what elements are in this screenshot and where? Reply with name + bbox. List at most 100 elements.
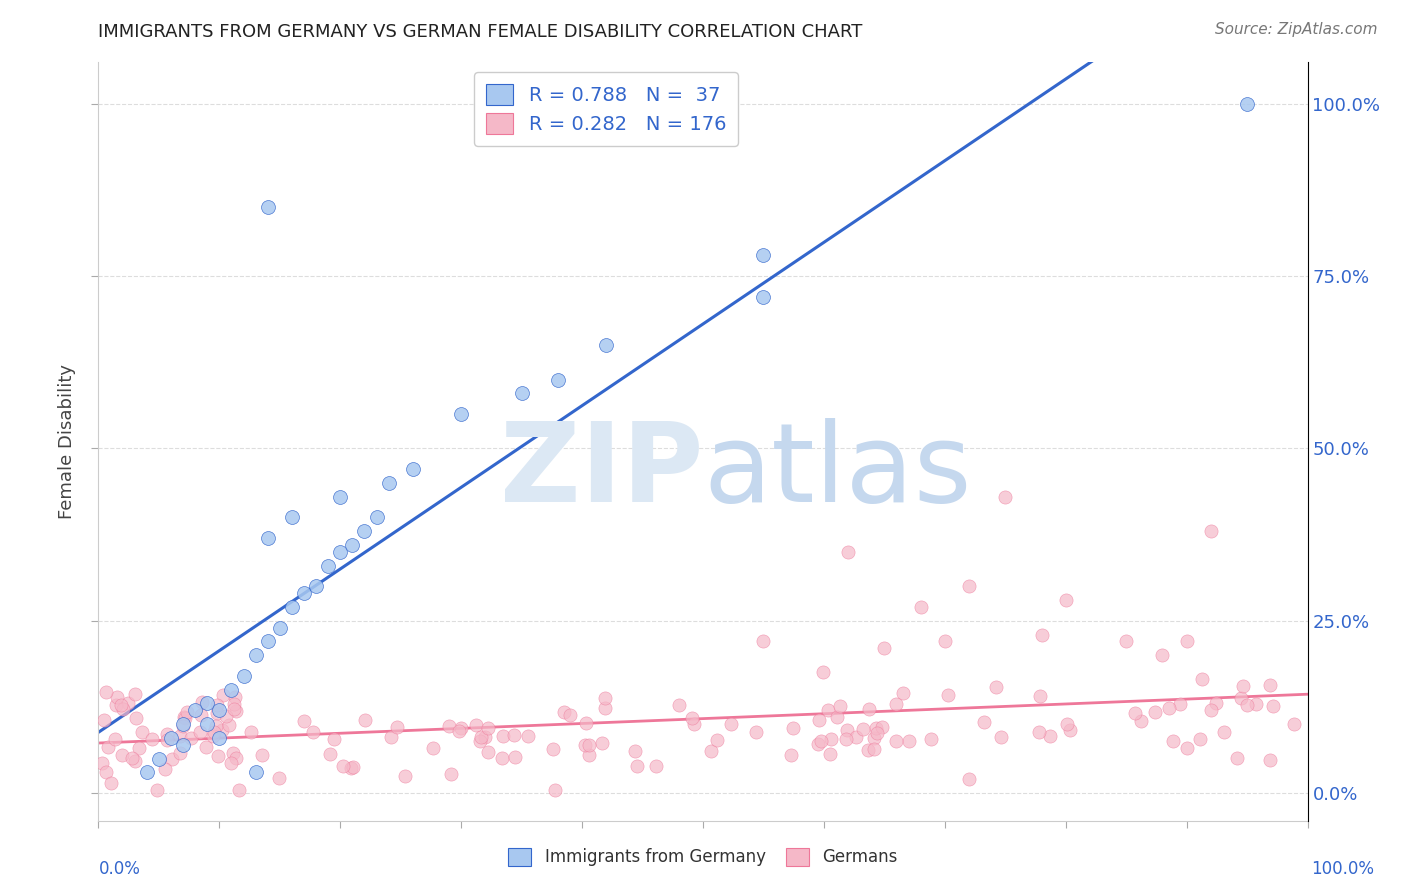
Point	[837, 723, 859, 737]
Point	[269, 621, 291, 635]
Point	[1261, 699, 1284, 714]
Point	[222, 701, 245, 715]
Point	[148, 751, 170, 765]
Point	[626, 758, 648, 772]
Point	[720, 717, 742, 731]
Point	[957, 772, 980, 787]
Point	[1054, 593, 1077, 607]
Point	[1039, 729, 1062, 743]
Point	[934, 634, 956, 648]
Point	[957, 579, 980, 593]
Point	[184, 703, 207, 717]
Point	[96, 685, 118, 699]
Point	[897, 733, 920, 747]
Point	[990, 730, 1012, 744]
Point	[544, 782, 567, 797]
Point	[169, 746, 191, 760]
Point	[195, 740, 218, 755]
Point	[110, 698, 132, 712]
Text: atlas: atlas	[703, 418, 972, 525]
Point	[863, 742, 886, 756]
Point	[281, 510, 304, 524]
Point	[1028, 725, 1050, 739]
Point	[342, 760, 364, 774]
Point	[593, 690, 616, 705]
Point	[541, 742, 564, 756]
Point	[574, 715, 596, 730]
Point	[380, 730, 402, 744]
Point	[560, 708, 582, 723]
Point	[477, 721, 499, 735]
Point	[256, 531, 278, 545]
Point	[135, 765, 157, 780]
Point	[595, 338, 617, 352]
Point	[366, 510, 388, 524]
Point	[837, 545, 859, 559]
Point	[354, 714, 377, 728]
Point	[1258, 678, 1281, 692]
Point	[870, 720, 893, 734]
Point	[807, 713, 830, 727]
Point	[818, 747, 841, 761]
Point	[342, 538, 364, 552]
Point	[172, 719, 194, 733]
Point	[292, 586, 315, 600]
Point	[225, 750, 247, 764]
Point	[1199, 703, 1222, 717]
Point	[752, 634, 775, 648]
Point	[232, 669, 254, 683]
Point	[211, 723, 233, 738]
Point	[517, 729, 540, 743]
Point	[124, 754, 146, 768]
Point	[873, 641, 896, 656]
Point	[172, 717, 194, 731]
Text: Source: ZipAtlas.com: Source: ZipAtlas.com	[1215, 22, 1378, 37]
Point	[820, 732, 842, 747]
Point	[835, 731, 858, 746]
Point	[502, 727, 524, 741]
Point	[1189, 731, 1212, 746]
Point	[422, 741, 444, 756]
Point	[207, 749, 229, 764]
Point	[1226, 751, 1249, 765]
Point	[1236, 698, 1258, 713]
Point	[160, 752, 183, 766]
Point	[645, 758, 668, 772]
Point	[1056, 717, 1078, 731]
Point	[160, 731, 183, 745]
Point	[825, 709, 848, 723]
Point	[394, 769, 416, 783]
Point	[190, 707, 212, 722]
Point	[94, 765, 117, 780]
Point	[1244, 698, 1267, 712]
Point	[174, 711, 197, 725]
Point	[852, 722, 875, 736]
Point	[450, 721, 472, 735]
Point	[221, 682, 243, 697]
Point	[339, 761, 361, 775]
Point	[191, 695, 214, 709]
Point	[205, 706, 228, 720]
Point	[1115, 634, 1137, 648]
Text: 0.0%: 0.0%	[98, 860, 141, 878]
Point	[984, 680, 1007, 694]
Point	[491, 751, 513, 765]
Point	[745, 725, 768, 739]
Point	[1059, 723, 1081, 738]
Point	[593, 700, 616, 714]
Point	[202, 725, 225, 739]
Point	[93, 713, 115, 727]
Point	[884, 734, 907, 748]
Point	[180, 731, 202, 745]
Point	[250, 748, 273, 763]
Point	[1191, 672, 1213, 686]
Point	[100, 776, 122, 790]
Point	[141, 732, 163, 747]
Point	[830, 699, 852, 714]
Point	[681, 711, 703, 725]
Point	[316, 558, 339, 573]
Point	[1123, 706, 1146, 720]
Point	[302, 725, 325, 739]
Point	[195, 717, 218, 731]
Point	[591, 735, 613, 749]
